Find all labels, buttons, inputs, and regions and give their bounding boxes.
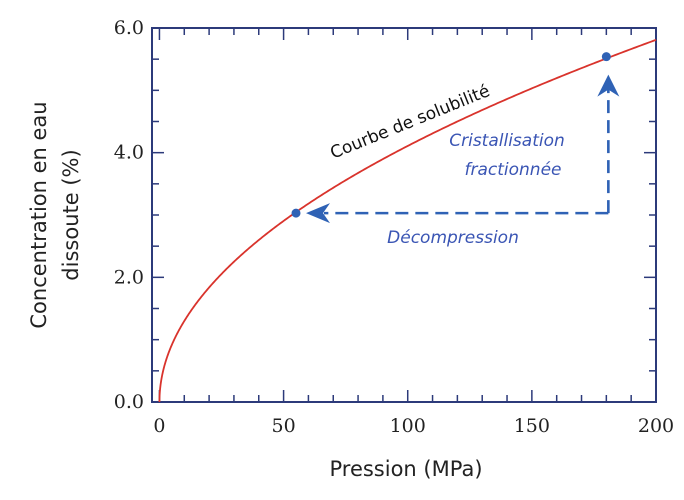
- axis-ticks: 0 50 100 150 200 0.0 2.0 4.0 6.0: [114, 17, 674, 437]
- x-tick-label: 200: [638, 415, 674, 437]
- x-tick-label: 100: [390, 415, 426, 437]
- annotation-cristallisation-line2: fractionnée: [465, 160, 562, 180]
- y-tick-label: 2.0: [114, 266, 144, 288]
- plot-frame: [151, 27, 657, 403]
- x-tick-label: 50: [271, 415, 295, 437]
- x-tick-label: 0: [153, 415, 165, 437]
- y-tick-label: 6.0: [114, 17, 144, 39]
- arrowhead-up-icon: [597, 74, 620, 97]
- y-axis-title-line2: dissoute (%): [59, 149, 83, 280]
- arrowhead-left-icon: [306, 203, 330, 224]
- annotation-cristallisation-line1: Cristallisation: [449, 131, 565, 151]
- curve-label: Courbe de solubilité: [327, 81, 492, 163]
- y-axis-title-line1: Concentration en eau: [27, 101, 51, 328]
- annotation-decompression: Décompression: [387, 228, 519, 248]
- y-tick-label: 4.0: [114, 142, 144, 164]
- solubility-curve: [158, 39, 657, 402]
- x-tick-label: 150: [514, 415, 550, 437]
- y-tick-label: 0.0: [114, 391, 144, 413]
- point-decompression: [291, 208, 301, 218]
- point-cristallisation: [601, 52, 611, 62]
- x-axis-title: Pression (MPa): [329, 457, 482, 481]
